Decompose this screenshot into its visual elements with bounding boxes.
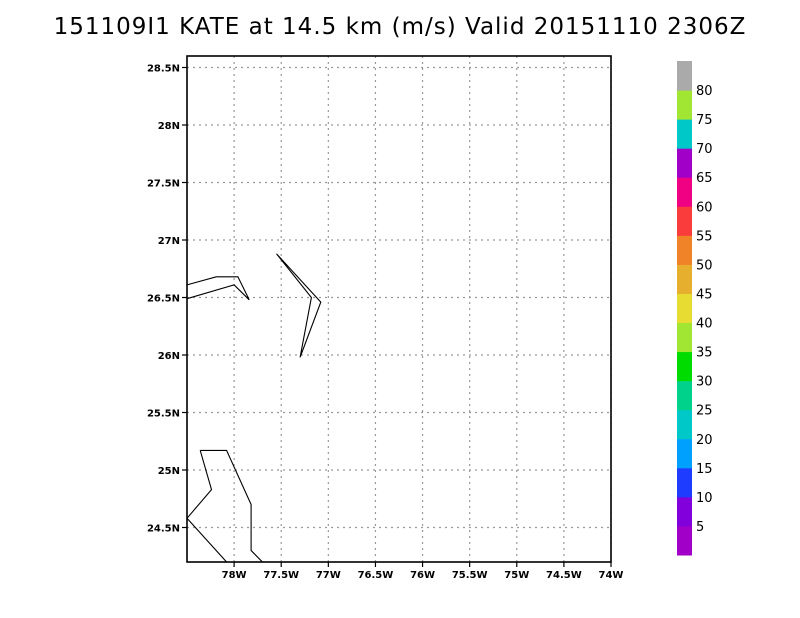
colorbar-segment (677, 496, 692, 527)
chart-title: 151109I1 KATE at 14.5 km (m/s) Valid 201… (53, 14, 747, 40)
lon-tick-label: 75.5W (452, 570, 488, 581)
lon-tick-label: 76.5W (358, 570, 394, 581)
colorbar-label: 45 (696, 287, 713, 302)
coastline (276, 253, 322, 358)
colorbar-label: 60 (696, 200, 713, 215)
lat-tick-label: 28N (158, 121, 180, 132)
longitude-axis: 78W 77.5W 77W 76.5W 76W 75.5W 75W 74.5W 74W (222, 562, 624, 581)
colorbar-segment (677, 148, 692, 178)
map-frame (186, 55, 612, 563)
lon-tick-label: 77W (316, 570, 341, 581)
colorbar-label: 70 (696, 142, 713, 157)
colorbar: 5 10 15 20 25 30 35 40 45 50 55 60 65 70 75 80 (677, 61, 713, 556)
colorbar-segment (677, 380, 692, 411)
coastline (186, 450, 213, 519)
colorbar-label: 5 (696, 520, 704, 535)
lon-tick-label: 77.5W (263, 570, 299, 581)
colorbar-segment (677, 235, 692, 265)
coastlines (186, 253, 322, 563)
colorbar-segment (677, 90, 692, 120)
colorbar-label: 50 (696, 258, 713, 273)
colorbar-segment (677, 177, 692, 207)
latitude-axis: 24.5N 25N 25.5N 26N 26.5N 27N 27.5N 28N 28.5N (147, 64, 187, 535)
lon-tick-label: 74W (599, 570, 624, 581)
lon-tick-label: 75W (504, 570, 529, 581)
lat-tick-label: 26N (158, 351, 180, 362)
colorbar-segment (677, 525, 692, 556)
lon-tick-label: 74.5W (546, 570, 582, 581)
lat-tick-label: 26.5N (147, 294, 180, 305)
colorbar-label: 10 (696, 491, 713, 506)
colorbar-label: 30 (696, 375, 713, 390)
colorbar-segment (677, 293, 692, 324)
colorbar-segment (677, 467, 692, 498)
lat-tick-label: 24.5N (147, 524, 180, 535)
lat-tick-label: 25N (158, 466, 180, 477)
colorbar-label: 20 (696, 433, 713, 448)
colorbar-segment (677, 438, 692, 469)
colorbar-label: 65 (696, 171, 713, 186)
colorbar-label: 75 (696, 113, 713, 128)
colorbar-label: 40 (696, 317, 713, 332)
coastline (186, 517, 228, 563)
lat-tick-label: 27.5N (147, 179, 180, 190)
colorbar-segment (677, 119, 692, 149)
coastline (200, 449, 263, 563)
colorbar-label: 35 (696, 346, 713, 361)
colorbar-label: 15 (696, 462, 713, 477)
grid-lines (187, 56, 612, 562)
colorbar-segment (677, 351, 692, 382)
lon-tick-label: 78W (222, 570, 247, 581)
colorbar-segment (677, 322, 692, 353)
coastline (186, 276, 250, 301)
colorbar-segment (677, 206, 692, 236)
lon-tick-label: 76W (410, 570, 435, 581)
lat-tick-label: 27N (158, 236, 180, 247)
colorbar-segment (677, 264, 692, 294)
colorbar-label: 55 (696, 229, 713, 244)
colorbar-segment (677, 409, 692, 440)
colorbar-segment (677, 61, 692, 91)
lat-tick-label: 25.5N (147, 409, 180, 420)
colorbar-label: 25 (696, 404, 713, 419)
lat-tick-label: 28.5N (147, 64, 180, 75)
colorbar-label: 80 (696, 84, 713, 99)
